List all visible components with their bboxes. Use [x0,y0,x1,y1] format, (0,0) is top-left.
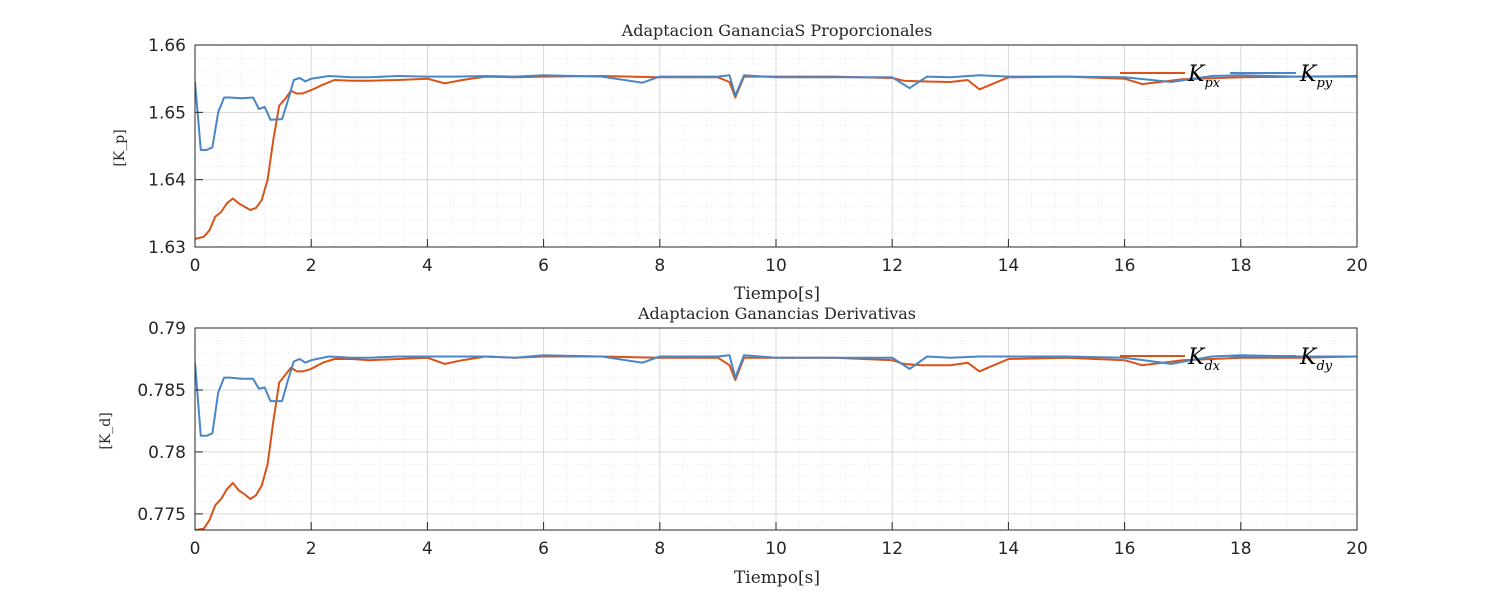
y-tick-label: 1.65 [148,103,186,123]
x-tick-label: 4 [422,539,433,559]
x-tick-label: 18 [1230,256,1252,276]
legend: Kpx Kpy [1120,62,1333,91]
series-group [195,74,1357,240]
x-axis-label: Tiempo[s] [734,568,820,588]
x-tick-label: 12 [881,539,903,559]
legend-label: Kdx [1187,345,1221,374]
series-line-k-px [195,75,1357,240]
x-tick-label: 6 [538,539,549,559]
legend-label: Kpy [1299,62,1333,91]
legend-label: Kpx [1187,62,1221,91]
chart-title: Adaptacion GananciaS Proporcionales [621,21,933,40]
y-tick-label: 0.79 [148,319,186,339]
y-tick-label: 0.78 [148,443,186,463]
series-line-k-dx [195,355,1357,530]
series-group [195,354,1357,530]
chart-title: Adaptacion Ganancias Derivativas [637,304,916,323]
major-grid [194,44,1358,248]
x-tick-label: 14 [998,256,1020,276]
y-tick-label: 1.64 [148,171,186,191]
tick-labels: 0 2 4 6 8 10 12 14 16 18 20 0.775 0.78 0.785 0.79 [137,319,1367,559]
x-tick-label: 10 [765,539,787,559]
x-tick-label: 16 [1114,539,1136,559]
x-tick-label: 18 [1230,539,1252,559]
x-tick-label: 0 [190,539,201,559]
y-tick-label: 0.785 [137,381,186,401]
x-tick-label: 8 [654,256,665,276]
tick-labels: 0 2 4 6 8 10 12 14 16 18 20 1.63 1.64 1.65 1.66 [148,36,1368,276]
x-tick-label: 8 [654,539,665,559]
x-tick-label: 20 [1346,539,1368,559]
y-axis-label: [K_d] [98,412,114,449]
x-tick-label: 4 [422,256,433,276]
x-tick-label: 10 [765,256,787,276]
x-tick-label: 14 [998,539,1020,559]
x-axis-label: Tiempo[s] [734,284,820,304]
series-line-k-dy [195,354,1357,437]
y-tick-label: 0.775 [137,505,186,525]
x-tick-label: 12 [881,256,903,276]
legend: Kdx Kdy [1120,345,1333,374]
x-tick-label: 20 [1346,256,1368,276]
x-tick-label: 0 [190,256,201,276]
x-tick-label: 16 [1114,256,1136,276]
subplot-proportional-gains: Adaptacion GananciaS Proporcionales 0 2 4 6… [112,21,1368,304]
x-tick-label: 2 [306,256,317,276]
x-tick-label: 2 [306,539,317,559]
y-axis-label: [K_p] [112,129,128,166]
subplot-derivative-gains: Adaptacion Ganancias Derivativas 0 2 4 6 8 10… [98,304,1368,588]
x-tick-label: 6 [538,256,549,276]
series-line-k-py [195,74,1357,151]
legend-label: Kdy [1299,345,1333,374]
y-tick-label: 1.66 [148,36,186,56]
y-tick-label: 1.63 [148,238,186,258]
